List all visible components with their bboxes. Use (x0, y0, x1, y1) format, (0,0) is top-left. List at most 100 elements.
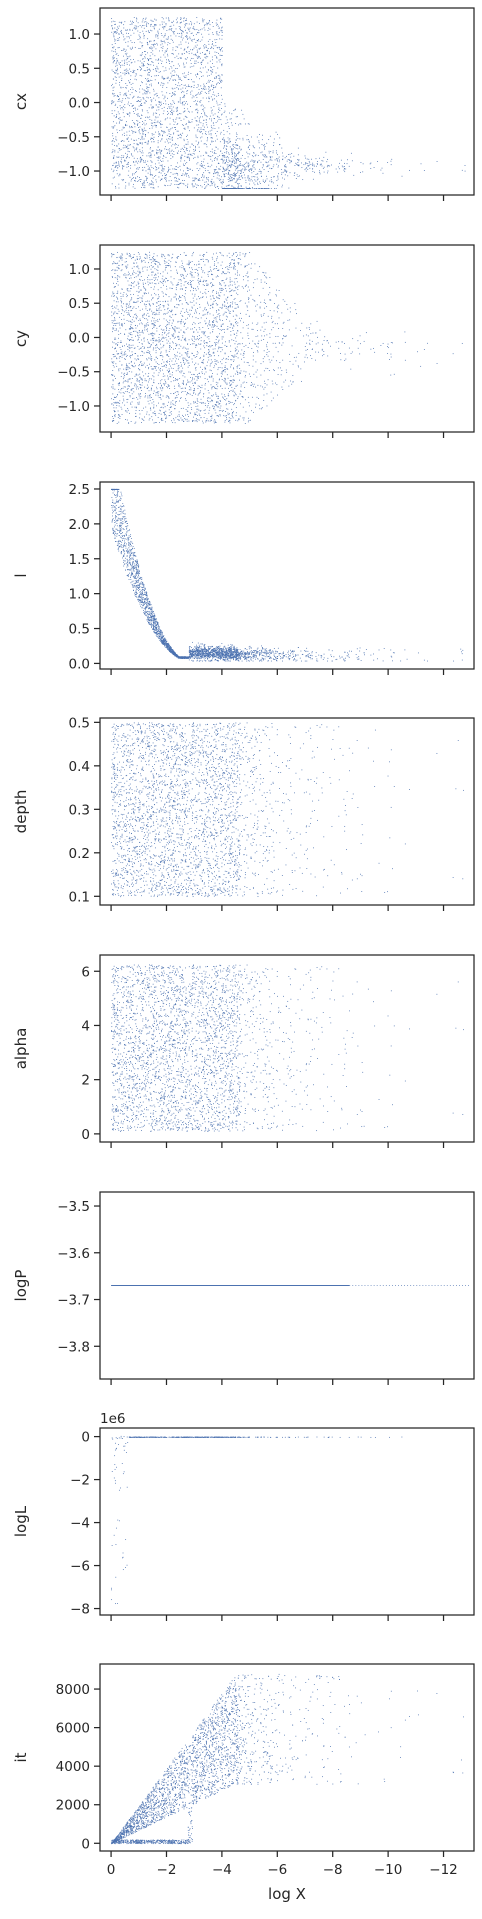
scatter-point (207, 75, 208, 77)
scatter-point (237, 116, 239, 118)
scatter-point (306, 158, 308, 160)
scatter-point (128, 80, 130, 82)
scatter-point (261, 151, 263, 153)
scatter-point (139, 35, 141, 37)
scatter-point (143, 337, 145, 339)
scatter-point (236, 315, 238, 317)
scatter-point (219, 407, 221, 409)
scatter-point (162, 134, 164, 136)
scatter-point (121, 134, 123, 136)
scatter-point (196, 421, 198, 423)
scatter-point (120, 352, 122, 354)
scatter-point (176, 379, 178, 381)
scatter-point (153, 122, 155, 124)
scatter-point (259, 134, 260, 135)
scatter-point (180, 32, 182, 34)
scatter-point (196, 356, 198, 357)
scatter-point (131, 319, 133, 321)
scatter-point (173, 168, 175, 170)
scatter-point (184, 58, 186, 60)
scatter-point (132, 72, 134, 73)
scatter-point (219, 80, 221, 81)
scatter-point (207, 285, 209, 286)
scatter-point (215, 45, 217, 47)
scatter-point (149, 58, 151, 60)
scatter-point (206, 345, 208, 347)
scatter-point (155, 312, 157, 314)
scatter-point (162, 170, 164, 172)
scatter-point (137, 151, 139, 153)
scatter-point (216, 406, 218, 408)
scatter-point (150, 97, 151, 99)
scatter-point (190, 403, 192, 405)
scatter-point (281, 147, 283, 149)
scatter-point (210, 70, 211, 72)
scatter-point (259, 183, 261, 185)
scatter-point (183, 101, 185, 102)
scatter-point (186, 86, 188, 88)
scatter-point (147, 143, 149, 145)
scatter-point (194, 117, 196, 119)
scatter-point (154, 39, 156, 41)
scatter-point (149, 92, 151, 94)
scatter-point (122, 167, 123, 169)
scatter-point (126, 32, 127, 34)
scatter-point (112, 379, 114, 381)
scatter-point (114, 110, 116, 112)
scatter-point (147, 52, 148, 54)
scatter-point (229, 306, 231, 308)
scatter-point (237, 166, 238, 168)
scatter-point (171, 112, 172, 114)
scatter-point (132, 316, 134, 318)
scatter-point (112, 418, 114, 419)
scatter-point (137, 113, 139, 115)
scatter-point (237, 183, 239, 185)
scatter-point (134, 365, 136, 367)
scatter-point (149, 347, 151, 348)
scatter-point (264, 146, 266, 147)
scatter-point (165, 67, 167, 69)
scatter-point (203, 19, 205, 21)
scatter-point (233, 175, 235, 177)
scatter-point (231, 149, 233, 151)
scatter-point (205, 119, 207, 121)
scatter-point (213, 124, 215, 126)
scatter-point (390, 164, 392, 166)
scatter-point (258, 170, 260, 172)
scatter-point (187, 303, 189, 305)
scatter-point (195, 120, 197, 121)
scatter-point (138, 320, 140, 321)
scatter-point (242, 164, 244, 166)
scatter-point (233, 177, 235, 179)
scatter-point (153, 266, 155, 268)
scatter-point (129, 314, 130, 316)
scatter-point (135, 384, 137, 386)
scatter-point (239, 415, 241, 417)
scatter-point (270, 179, 272, 181)
scatter-point (264, 274, 265, 276)
scatter-point (168, 80, 170, 82)
scatter-point (161, 359, 163, 361)
scatter-point (223, 174, 225, 176)
scatter-point (143, 122, 145, 124)
scatter-point (177, 58, 179, 59)
scatter-point (185, 87, 186, 89)
scatter-point (135, 421, 137, 423)
scatter-point (180, 274, 182, 276)
scatter-point (132, 364, 134, 366)
scatter-point (184, 48, 186, 50)
scatter-point (230, 165, 232, 167)
scatter-point (190, 63, 192, 64)
scatter-point (178, 331, 180, 333)
scatter-point (185, 84, 186, 86)
scatter-point (222, 323, 224, 325)
scatter-point (300, 368, 302, 370)
scatter-point (267, 166, 269, 167)
scatter-point (234, 156, 236, 158)
scatter-point (136, 20, 137, 22)
scatter-point (129, 176, 131, 178)
scatter-point (165, 69, 167, 71)
scatter-point (138, 403, 140, 405)
scatter-point (145, 366, 147, 368)
scatter-point (237, 167, 239, 169)
